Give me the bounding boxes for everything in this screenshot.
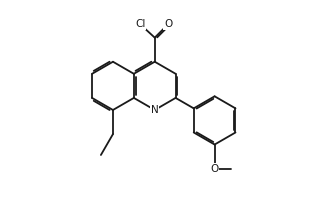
Text: O: O <box>211 164 219 174</box>
Text: N: N <box>151 105 159 115</box>
Text: O: O <box>164 19 172 29</box>
Text: Cl: Cl <box>135 19 146 29</box>
